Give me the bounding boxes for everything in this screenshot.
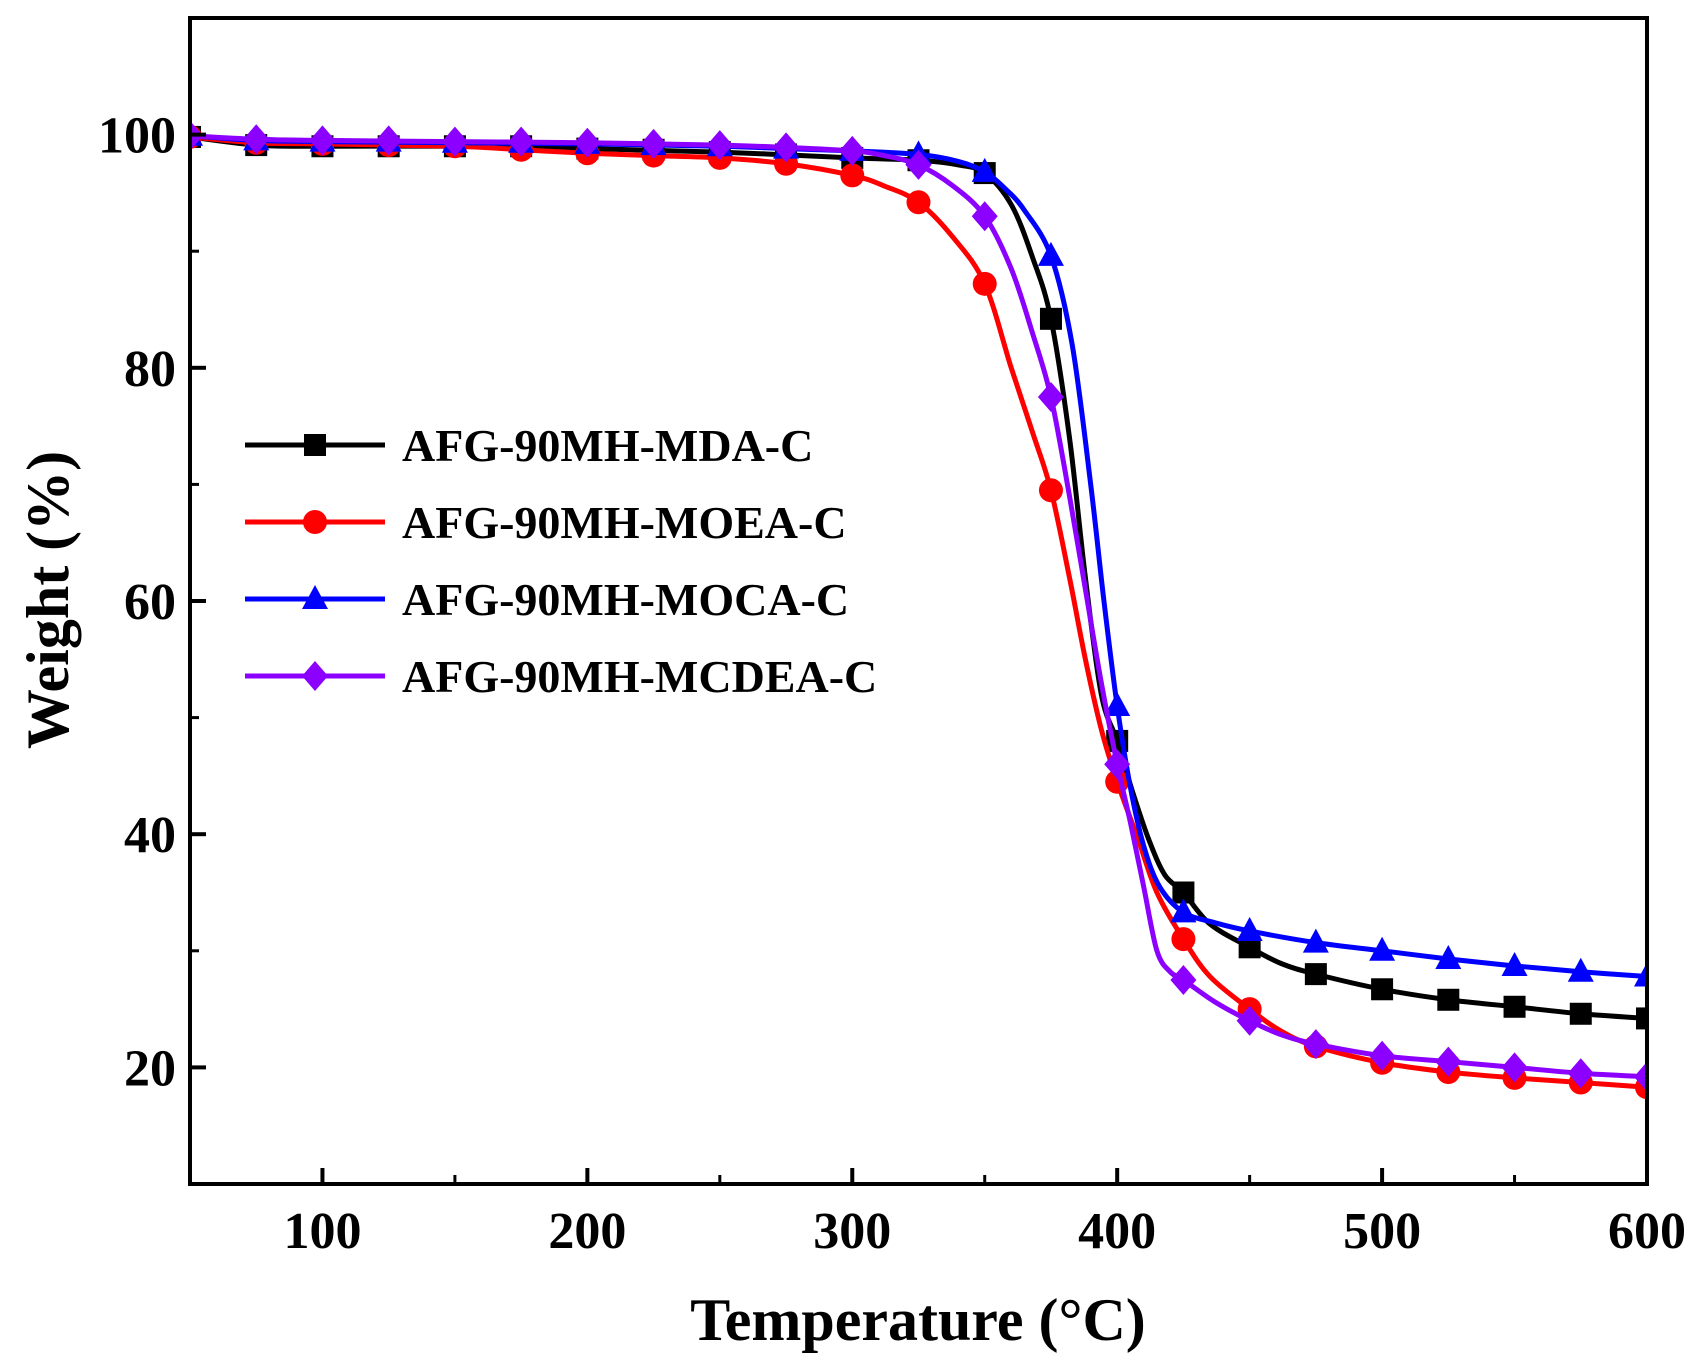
data-point-afg-90mh-moca-c — [971, 157, 998, 182]
data-point-afg-90mh-mcdea-c — [971, 201, 998, 232]
x-tick-label: 100 — [283, 1203, 361, 1260]
data-point-afg-90mh-mcdea-c — [574, 127, 601, 158]
data-point-afg-90mh-moea-c — [840, 163, 865, 188]
legend-marker-afg-90mh-mda-c — [304, 434, 326, 456]
data-point-afg-90mh-mda-c — [1503, 995, 1526, 1018]
data-point-afg-90mh-mcdea-c — [640, 128, 667, 159]
x-tick-label: 500 — [1343, 1203, 1421, 1260]
data-point-afg-90mh-moea-c — [906, 190, 931, 215]
series-layer — [190, 120, 1647, 1100]
data-point-afg-90mh-mcdea-c — [508, 126, 535, 157]
data-point-afg-90mh-mda-c — [1172, 881, 1195, 904]
data-point-afg-90mh-mda-c — [1039, 307, 1062, 330]
data-point-afg-90mh-mcdea-c — [706, 130, 733, 161]
data-point-afg-90mh-moea-c — [1038, 478, 1063, 503]
series-line-afg-90mh-mcdea-c — [190, 133, 1647, 1080]
data-point-afg-90mh-mcdea-c — [1037, 381, 1064, 412]
data-point-afg-90mh-moca-c — [1104, 691, 1131, 716]
data-point-afg-90mh-mda-c — [1304, 963, 1327, 986]
data-point-afg-90mh-mcdea-c — [309, 125, 336, 156]
y-tick-label: 40 — [124, 807, 176, 864]
data-point-afg-90mh-mcdea-c — [1170, 964, 1197, 995]
data-point-afg-90mh-moea-c — [1171, 927, 1196, 952]
data-point-afg-90mh-mcdea-c — [1369, 1040, 1396, 1071]
data-point-afg-90mh-moca-c — [1634, 962, 1647, 987]
y-tick-label: 60 — [124, 574, 176, 631]
x-tick-label: 600 — [1608, 1203, 1686, 1260]
data-point-afg-90mh-mcdea-c — [1634, 1061, 1647, 1092]
y-tick-label: 20 — [124, 1040, 176, 1097]
data-point-afg-90mh-mcdea-c — [1501, 1052, 1528, 1083]
x-tick-label: 200 — [548, 1203, 626, 1260]
series-group — [190, 120, 1647, 1100]
legend-label-afg-90mh-moca-c: AFG-90MH-MOCA-C — [402, 574, 849, 625]
data-point-afg-90mh-mcdea-c — [773, 132, 800, 163]
legend-marker-afg-90mh-mcdea-c — [302, 661, 328, 691]
series-line-afg-90mh-moca-c — [190, 133, 1647, 979]
y-tick-label: 100 — [98, 108, 176, 165]
data-point-afg-90mh-mda-c — [1437, 988, 1460, 1011]
data-point-afg-90mh-mcdea-c — [375, 125, 402, 156]
data-point-afg-90mh-mda-c — [1636, 1007, 1647, 1030]
legend-label-afg-90mh-mcdea-c: AFG-90MH-MCDEA-C — [402, 651, 877, 702]
legend-label-afg-90mh-moea-c: AFG-90MH-MOEA-C — [402, 497, 847, 548]
data-point-afg-90mh-moca-c — [1369, 936, 1396, 961]
data-point-afg-90mh-mcdea-c — [905, 149, 932, 180]
data-point-afg-90mh-mda-c — [1238, 936, 1261, 959]
data-point-afg-90mh-moca-c — [1170, 898, 1197, 923]
data-point-afg-90mh-mcdea-c — [441, 126, 468, 157]
data-point-afg-90mh-moca-c — [1302, 928, 1329, 953]
data-point-afg-90mh-mcdea-c — [243, 124, 270, 155]
data-point-afg-90mh-mda-c — [1569, 1002, 1592, 1025]
y-axis-title: Weight (%) — [15, 451, 81, 749]
data-point-afg-90mh-moca-c — [1435, 944, 1462, 969]
data-point-afg-90mh-mcdea-c — [839, 135, 866, 166]
ticks-layer: 100 200 300 400 500 600 20 40 60 80 100 — [98, 108, 1686, 1260]
data-point-afg-90mh-mcdea-c — [1567, 1058, 1594, 1089]
data-point-afg-90mh-moca-c — [1037, 241, 1064, 266]
data-point-afg-90mh-moea-c — [972, 271, 997, 296]
data-point-afg-90mh-mcdea-c — [1236, 1005, 1263, 1036]
data-point-afg-90mh-moca-c — [1236, 916, 1263, 941]
legend: AFG-90MH-MDA-C AFG-90MH-MOEA-C AFG-90MH-MO… — [245, 420, 877, 702]
data-point-afg-90mh-mda-c — [1371, 978, 1394, 1001]
data-point-afg-90mh-moca-c — [1501, 951, 1528, 976]
y-tick-label: 80 — [124, 341, 176, 398]
x-tick-label: 300 — [813, 1203, 891, 1260]
legend-marker-afg-90mh-moca-c — [302, 585, 328, 609]
legend-marker-afg-90mh-moea-c — [303, 510, 327, 534]
data-point-afg-90mh-mcdea-c — [1435, 1046, 1462, 1077]
data-point-afg-90mh-mcdea-c — [1104, 749, 1131, 780]
data-point-afg-90mh-moca-c — [1567, 957, 1594, 982]
legend-label-afg-90mh-mda-c: AFG-90MH-MDA-C — [402, 420, 813, 471]
data-point-afg-90mh-mcdea-c — [1302, 1029, 1329, 1060]
x-tick-label: 400 — [1078, 1203, 1156, 1260]
x-axis-title: Temperature (°C) — [690, 1287, 1146, 1353]
